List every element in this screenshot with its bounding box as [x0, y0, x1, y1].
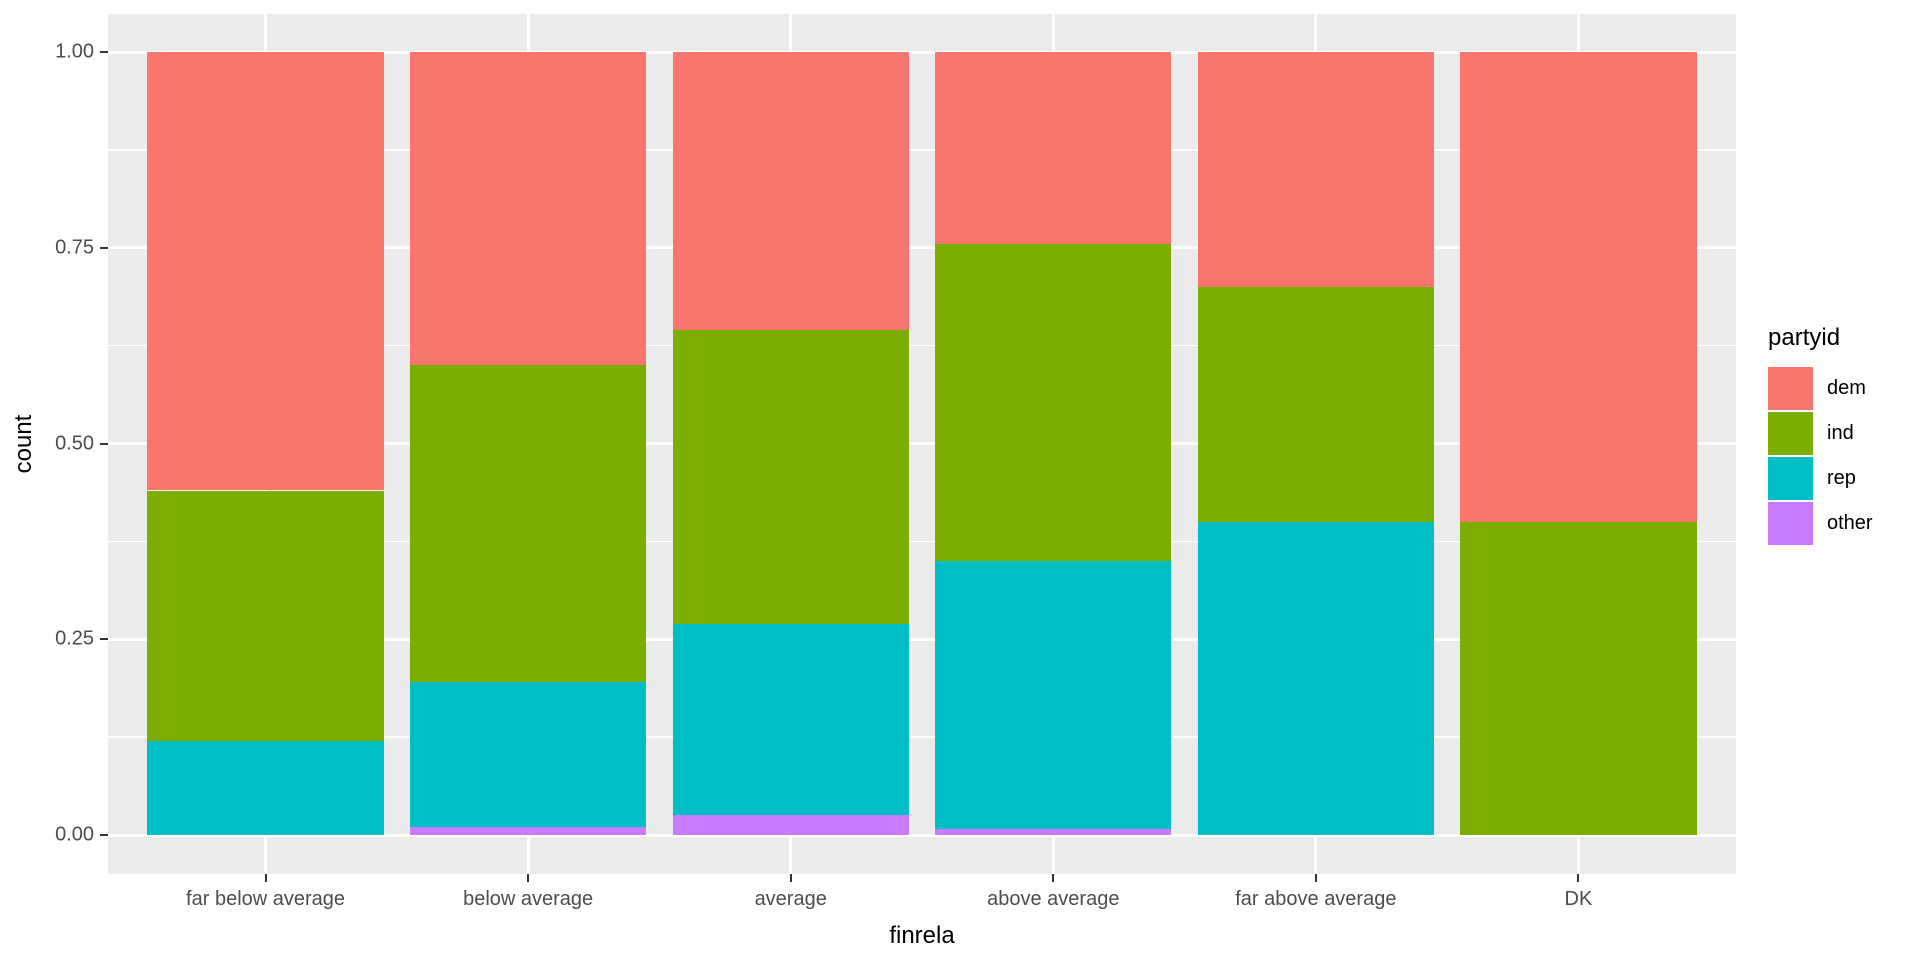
- bar-DK: [1460, 14, 1697, 874]
- x-tick-mark: [1052, 874, 1055, 882]
- y-tick-label: 0.25: [55, 627, 94, 650]
- y-tick-mark: [100, 51, 108, 53]
- segment-dem: [1460, 52, 1697, 522]
- x-tick-mark: [789, 874, 792, 882]
- y-axis-title: count: [10, 414, 37, 474]
- gridline-major: [108, 833, 1736, 837]
- x-axis-title: finrela: [889, 922, 955, 949]
- x-tick-mark: [527, 874, 530, 882]
- gridline-minor: [108, 344, 1736, 347]
- segment-ind: [1460, 521, 1697, 835]
- bar-below-average: [409, 14, 647, 874]
- legend-key-swatch: [1768, 457, 1813, 500]
- legend-key-swatch: [1768, 412, 1813, 455]
- plot-panel: [108, 14, 1736, 874]
- gridline-major: [108, 246, 1736, 250]
- legend-label: dem: [1827, 377, 1866, 399]
- legend-key-swatch: [1768, 367, 1813, 410]
- x-tick-label: below average: [463, 888, 594, 910]
- segment-ind: [672, 329, 909, 624]
- x-tick-mark: [264, 874, 267, 882]
- segment-other: [935, 828, 1172, 835]
- x-tick-label: above average: [987, 888, 1120, 910]
- x-tick-mark: [1314, 874, 1317, 882]
- gridline-major: [108, 50, 1736, 54]
- gridline-minor: [108, 736, 1736, 738]
- segment-other: [409, 827, 647, 835]
- x-tick-label: far above average: [1235, 888, 1397, 910]
- segment-rep: [672, 623, 909, 816]
- y-tick-mark: [100, 442, 108, 445]
- segment-dem: [935, 52, 1172, 244]
- x-tick-mark: [1577, 874, 1580, 882]
- y-tick-label: 0.50: [55, 432, 94, 454]
- legend-label: other: [1827, 512, 1873, 534]
- segment-rep: [935, 560, 1172, 829]
- legend-items: dem ind rep other: [1768, 366, 1918, 546]
- x-tick-label: DK: [1564, 888, 1593, 910]
- bar-far-above-average: [1197, 14, 1435, 874]
- gridline-major: [108, 637, 1736, 641]
- gridline-major: [108, 442, 1736, 445]
- bar-average: [672, 14, 909, 874]
- segment-dem: [409, 52, 647, 366]
- legend-key-swatch: [1768, 502, 1813, 545]
- segment-ind: [147, 490, 384, 742]
- legend-item-ind: ind: [1768, 411, 1918, 456]
- segment-rep: [147, 741, 384, 835]
- legend: partyid dem ind rep other: [1768, 324, 1918, 546]
- segment-dem: [672, 52, 909, 330]
- gridline-minor: [108, 540, 1736, 543]
- segment-other: [672, 815, 909, 835]
- segment-rep: [409, 682, 647, 828]
- segment-dem: [147, 52, 384, 491]
- x-tick-label: average: [754, 888, 827, 910]
- y-tick-mark: [100, 834, 108, 836]
- segment-ind: [409, 365, 647, 683]
- bar-above-average: [935, 14, 1172, 874]
- legend-item-other: other: [1768, 501, 1918, 546]
- legend-item-rep: rep: [1768, 456, 1918, 501]
- y-tick-label: 0.00: [55, 823, 94, 846]
- legend-label: ind: [1827, 422, 1854, 444]
- y-tick-mark: [100, 638, 108, 641]
- y-tick-label: 1.00: [55, 40, 94, 63]
- bar-far-below-average: [147, 14, 384, 874]
- segment-dem: [1197, 52, 1435, 287]
- y-tick-label: 0.75: [55, 236, 94, 259]
- segment-rep: [1197, 521, 1435, 835]
- legend-label: rep: [1827, 467, 1856, 489]
- x-tick-label: far below average: [186, 888, 346, 910]
- legend-title: partyid: [1768, 324, 1841, 351]
- segment-ind: [935, 243, 1172, 561]
- y-tick-mark: [100, 246, 108, 249]
- gridline-minor: [108, 149, 1736, 151]
- legend-item-dem: dem: [1768, 366, 1918, 411]
- segment-ind: [1197, 286, 1435, 522]
